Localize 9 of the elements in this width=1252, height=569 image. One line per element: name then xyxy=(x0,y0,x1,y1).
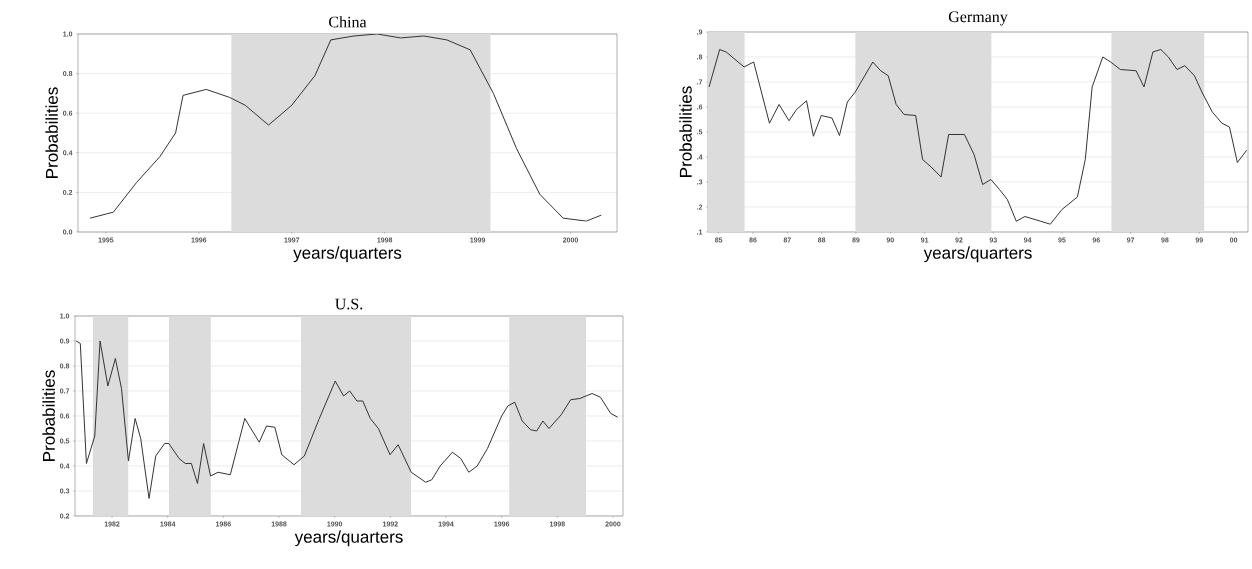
y-axis-title: Probabilities xyxy=(679,86,692,177)
chart-title: China xyxy=(329,16,367,28)
x-axis-title: years/quarters xyxy=(293,246,402,263)
x-axis-title: years/quarters xyxy=(294,530,403,547)
y-axis-title: Probabilities xyxy=(42,370,55,461)
y-axis-title: Probabilities xyxy=(45,87,58,178)
chart-title: U.S. xyxy=(335,298,363,310)
chart-title: Germany xyxy=(948,11,1008,26)
x-axis-title: years/quarters xyxy=(923,246,1032,263)
